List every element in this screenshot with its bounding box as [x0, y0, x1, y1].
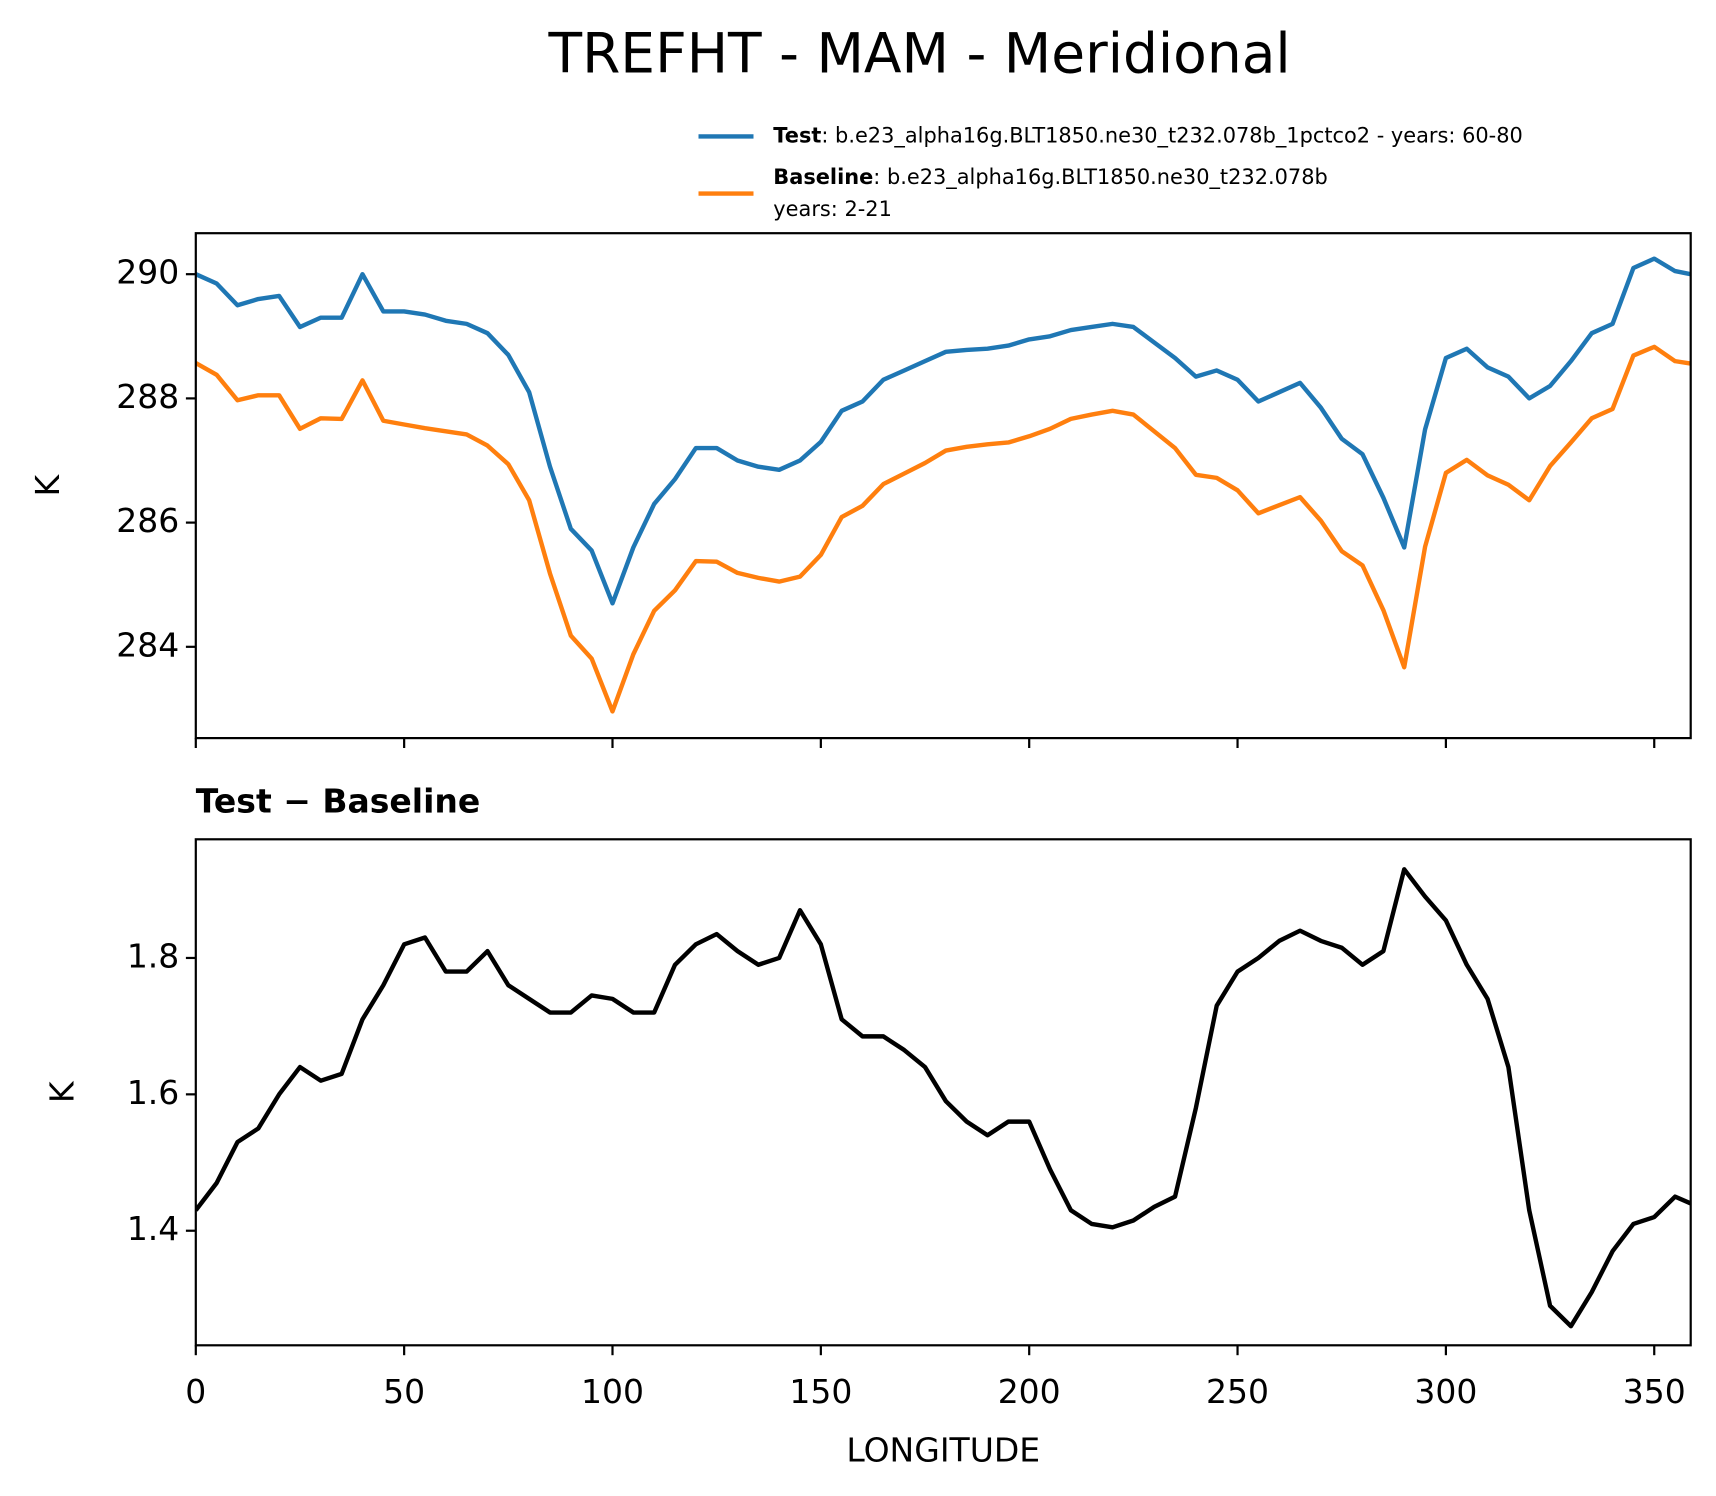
x-tick-label: 350 [1623, 1372, 1686, 1411]
figure-title: TREFHT - MAM - Meridional [548, 21, 1291, 85]
x-tick-label: 250 [1206, 1372, 1269, 1411]
y-tick-label: 288 [116, 377, 179, 416]
x-tick-label: 200 [998, 1372, 1061, 1411]
x-tick-label: 300 [1414, 1372, 1477, 1411]
legend-label: Baseline: b.e23_alpha16g.BLT1850.ne30_t2… [773, 165, 1327, 190]
x-tick-label: 50 [383, 1372, 425, 1411]
y-tick-label: 1.6 [127, 1073, 179, 1112]
x-tick-label: 100 [581, 1372, 644, 1411]
x-axis-label: LONGITUDE [846, 1430, 1040, 1469]
y-axis-label: K [28, 473, 67, 496]
y-tick-label: 286 [116, 501, 179, 540]
legend-description: years: 2-21 [773, 197, 892, 221]
series-line [195, 867, 1691, 1329]
plot-frame [194, 838, 1692, 1347]
legend-name: Baseline [773, 165, 873, 189]
subplot-title: Test − Baseline [196, 782, 481, 821]
y-tick-label: 284 [116, 625, 179, 664]
legend-description: : b.e23_alpha16g.BLT1850.ne30_t232.078b_… [821, 123, 1522, 148]
legend-label: Test: b.e23_alpha16g.BLT1850.ne30_t232.0… [773, 123, 1522, 148]
legend-name: Test [773, 123, 821, 147]
y-tick-label: 1.4 [127, 1209, 179, 1248]
y-tick-label: 290 [116, 253, 179, 292]
y-tick-label: 1.8 [127, 936, 179, 975]
x-tick-label: 150 [789, 1372, 852, 1411]
series-line [195, 256, 1691, 606]
x-tick-label: 0 [185, 1372, 206, 1411]
y-axis-label: K [42, 1080, 81, 1103]
series-line [195, 344, 1691, 714]
plot-frame [194, 232, 1692, 740]
legend-description: : b.e23_alpha16g.BLT1850.ne30_t232.078b [873, 165, 1327, 190]
